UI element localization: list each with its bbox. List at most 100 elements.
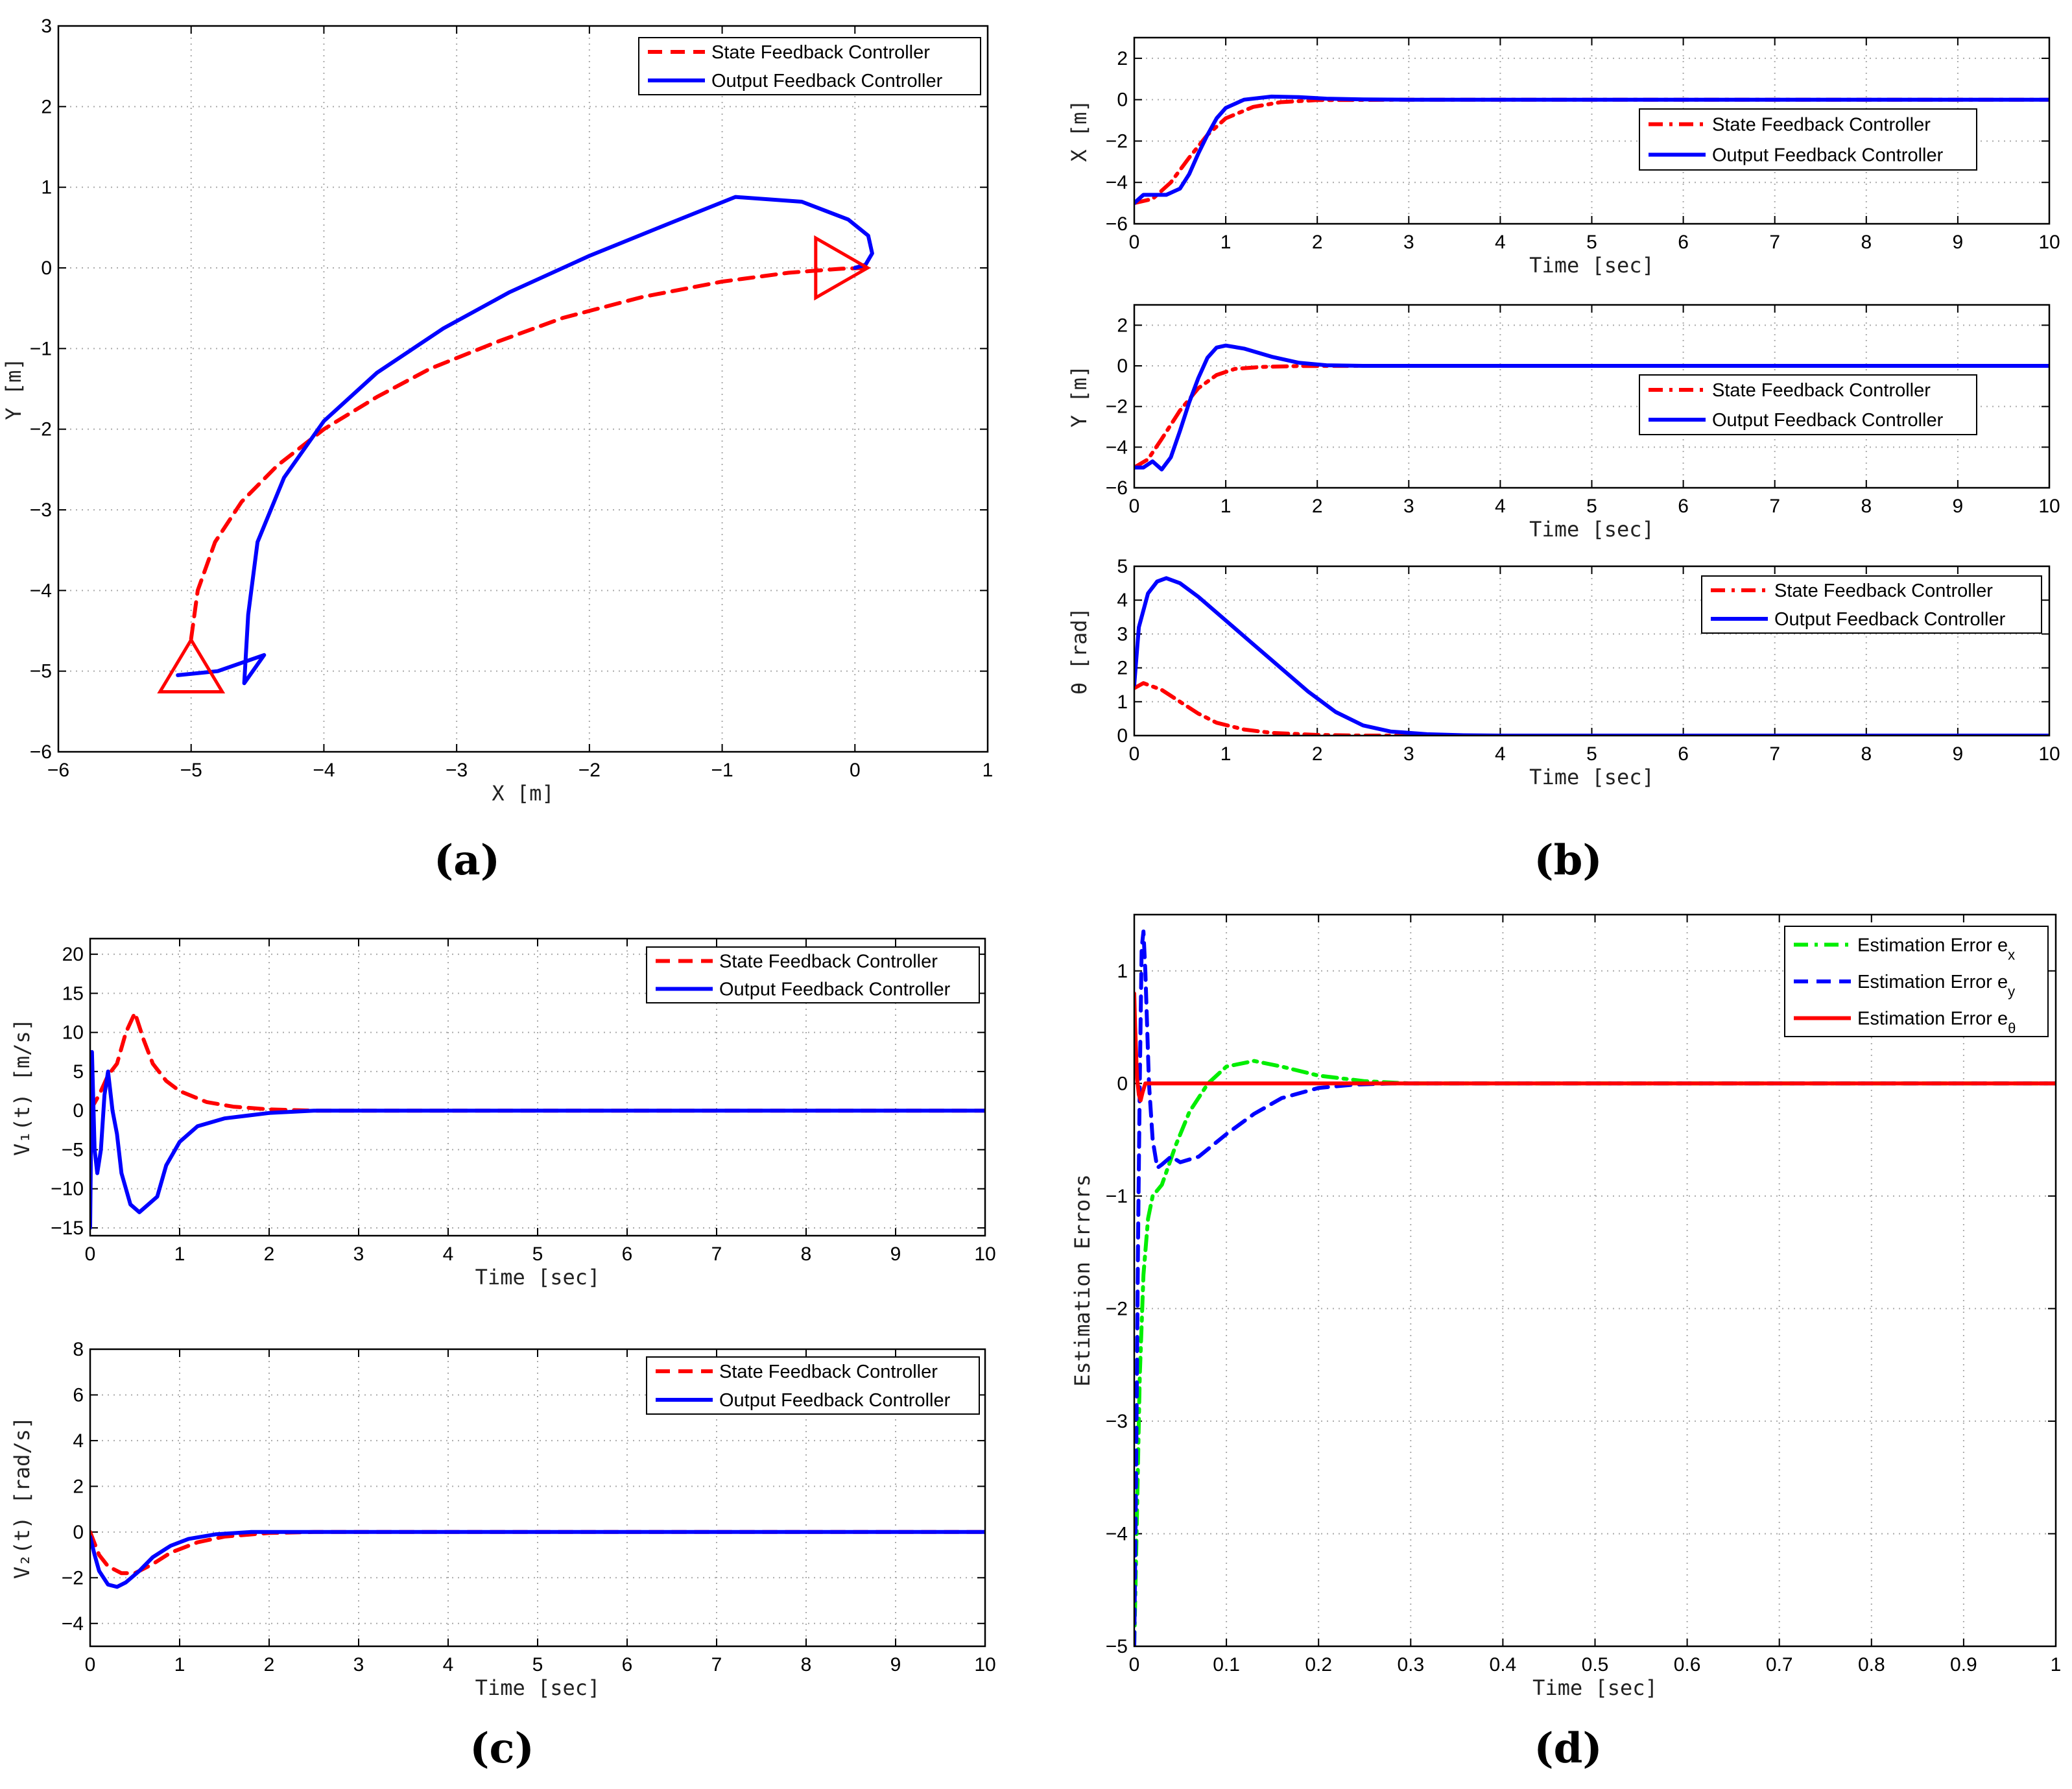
y-tick-label: 4 — [1117, 590, 1128, 611]
legend-box — [1701, 575, 2042, 634]
x-tick-label: 6 — [622, 1654, 633, 1675]
chart-by: 0 1 2 3 4 5 6 7 8 9 10 −6 −4 −2 0 2 Time [sec] Y [m] State… — [1067, 304, 2060, 542]
y-tick-label: 0 — [73, 1522, 84, 1543]
axes-frame — [89, 937, 986, 1237]
series-line-output-feedback-controller — [1134, 94, 2049, 206]
x-tick-label: 8 — [801, 1243, 812, 1265]
legend-entry: State Feedback Controller — [719, 952, 938, 972]
x-tick-label: −1 — [711, 760, 733, 781]
x-tick-label: 9 — [1953, 496, 1964, 517]
x-tick-label: 2 — [264, 1243, 275, 1265]
axes-frame — [1133, 36, 2051, 225]
series-line-state-feedback-controller — [189, 266, 870, 641]
x-axis-label: Time [sec] — [1529, 253, 1654, 278]
y-axis-label: X [m] — [1067, 99, 1091, 162]
x-tick-label: 6 — [1678, 743, 1689, 765]
y-tick-label: −6 — [30, 741, 52, 763]
y-tick-label: −4 — [1106, 172, 1128, 193]
x-tick-label: 3 — [353, 1654, 364, 1675]
series-line-estimation-error-ey — [1134, 930, 2056, 1646]
series-line-estimation-error-e- — [1134, 991, 2056, 1103]
x-tick-label: 0.5 — [1582, 1654, 1609, 1675]
y-tick-label: −2 — [62, 1567, 84, 1589]
y-tick-label: 2 — [41, 96, 52, 117]
y-tick-label: 5 — [73, 1061, 84, 1083]
legend-entry: Output Feedback Controller — [719, 979, 951, 1000]
legend-box — [638, 37, 981, 95]
x-tick-label: 0.7 — [1766, 1654, 1793, 1675]
y-tick-label: 2 — [1117, 48, 1128, 69]
x-tick-label: 6 — [1678, 496, 1689, 517]
legend-box — [646, 946, 980, 1003]
x-tick-label: 0.2 — [1305, 1654, 1332, 1675]
x-axis-label: Time [sec] — [1532, 1675, 1658, 1700]
x-tick-label: 2 — [1312, 232, 1323, 253]
y-tick-label: 6 — [73, 1384, 84, 1406]
x-tick-label: 0 — [1129, 743, 1140, 765]
legend-box — [646, 1356, 980, 1415]
x-tick-label: 8 — [1861, 496, 1872, 517]
panel-label-a: (a) — [434, 836, 500, 885]
x-tick-label: −5 — [180, 760, 202, 781]
x-tick-label: 5 — [532, 1654, 543, 1675]
x-tick-label: 0.9 — [1950, 1654, 1977, 1675]
x-tick-label: 0.8 — [1858, 1654, 1885, 1675]
y-tick-label: −1 — [30, 338, 52, 359]
x-tick-label: 1 — [982, 760, 994, 781]
y-tick-label: 0 — [1117, 725, 1128, 747]
x-tick-label: 1 — [1221, 232, 1232, 253]
legend-entry: Output Feedback Controller — [1774, 609, 2006, 630]
y-tick-label: −6 — [1106, 477, 1128, 499]
x-tick-label: −6 — [47, 760, 69, 781]
x-tick-label: 8 — [1861, 743, 1872, 765]
legend-entry: State Feedback Controller — [1774, 581, 1993, 601]
x-tick-label: 9 — [890, 1243, 901, 1265]
x-tick-label: 1 — [2051, 1654, 2062, 1675]
y-tick-label: −2 — [1106, 396, 1128, 418]
y-tick-label: −2 — [1106, 130, 1128, 152]
legend-entry: Output Feedback Controller — [1712, 410, 1944, 431]
y-tick-label: 2 — [1117, 315, 1128, 336]
y-tick-label: −3 — [1106, 1411, 1128, 1432]
y-tick-label: −4 — [62, 1613, 84, 1635]
y-tick-label: −5 — [62, 1139, 84, 1160]
y-tick-label: −10 — [51, 1179, 84, 1200]
x-tick-label: 4 — [443, 1243, 454, 1265]
plot-area — [58, 26, 988, 752]
x-tick-label: 5 — [1586, 232, 1597, 253]
y-axis-label: Y [m] — [1067, 365, 1091, 427]
y-tick-label: 2 — [1117, 658, 1128, 679]
x-tick-label: 10 — [2038, 743, 2060, 765]
axes-frame — [1133, 565, 2051, 737]
y-axis-label: V₂(t) [rad/s] — [10, 1417, 34, 1579]
series-line-output-feedback-controller — [1134, 343, 2049, 472]
x-tick-label: 2 — [264, 1654, 275, 1675]
y-tick-label: 15 — [62, 983, 84, 1004]
x-tick-label: 9 — [1953, 743, 1964, 765]
x-tick-label: 7 — [1769, 743, 1780, 765]
x-tick-label: 0.3 — [1397, 1654, 1424, 1675]
axes-frame — [1133, 304, 2051, 489]
x-tick-label: 1 — [174, 1243, 185, 1265]
x-tick-label: 0 — [850, 760, 861, 781]
chart-d: 0 0.1 0.2 0.3 0.4 0.5 0.6 0.7 0.8 0.9 1 −5 −4 −3 −2 −1 0… — [1070, 913, 2062, 1700]
panel-label-d: (d) — [1534, 1724, 1602, 1773]
x-tick-label: 4 — [1495, 496, 1506, 517]
x-tick-label: 1 — [1221, 496, 1232, 517]
y-tick-label: 20 — [62, 944, 84, 965]
x-tick-label: 6 — [622, 1243, 633, 1265]
x-tick-label: 1 — [174, 1654, 185, 1675]
axes-frame — [57, 25, 989, 753]
y-tick-label: 1 — [1117, 691, 1128, 713]
x-tick-label: 2 — [1312, 496, 1323, 517]
y-tick-label: 5 — [1117, 556, 1128, 577]
y-tick-label: −3 — [30, 499, 52, 521]
x-tick-label: 8 — [801, 1654, 812, 1675]
marker-triangle-up — [157, 636, 226, 693]
x-tick-label: 0 — [1129, 232, 1140, 253]
x-tick-label: 6 — [1678, 232, 1689, 253]
x-tick-label: 1 — [1221, 743, 1232, 765]
legend-entry: State Feedback Controller — [1712, 380, 1931, 401]
x-tick-label: 9 — [1953, 232, 1964, 253]
legend-entry: Output Feedback Controller — [719, 1390, 951, 1411]
